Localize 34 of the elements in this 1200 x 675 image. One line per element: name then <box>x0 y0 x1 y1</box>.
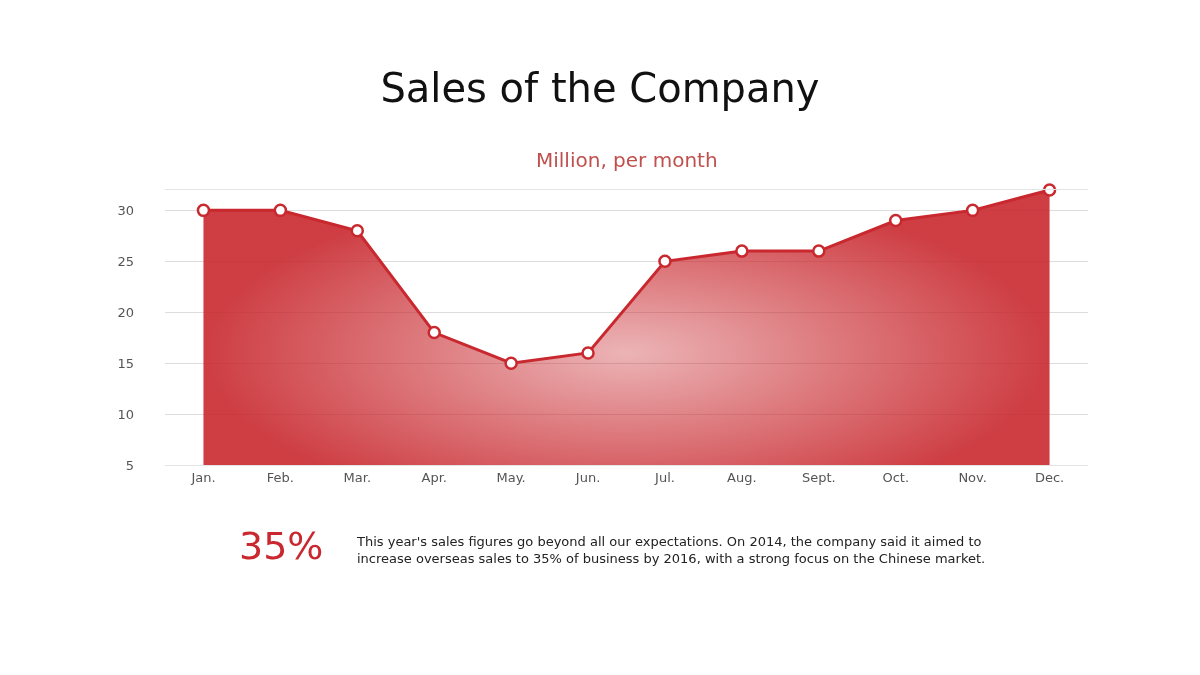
x-tick-label: Jun. <box>574 469 601 485</box>
y-tick-label: 15 <box>117 355 134 371</box>
x-tick-label: Nov. <box>958 469 987 485</box>
x-tick-label: Oct. <box>882 469 910 485</box>
point <box>196 203 211 218</box>
x-tick-label: Feb. <box>266 469 294 485</box>
x-tick-label: Apr. <box>421 469 447 485</box>
x-tick-label: Mar. <box>343 469 372 485</box>
chart-title: Sales of the Company <box>380 65 820 111</box>
point <box>504 356 518 370</box>
point <box>888 213 903 228</box>
x-tick-label: May. <box>496 469 526 485</box>
x-tick-label: Dec. <box>1034 469 1065 485</box>
y-tick-label: 10 <box>117 406 134 422</box>
text: 35% <box>239 524 324 568</box>
x-tick-label: Jul. <box>654 469 675 485</box>
y-tick-label: 30 <box>117 202 134 218</box>
point <box>350 223 365 238</box>
text: This year's sales figures go beyond all our expectations. On 2014, the company said it aimed to increase overseas sales to 35% of business by 2016, with a strong focus on the Chinese market. <box>356 534 986 566</box>
point <box>273 203 288 218</box>
point <box>965 203 980 218</box>
point <box>427 325 441 340</box>
x-tick-label: Jan. <box>190 469 216 485</box>
point <box>581 346 595 360</box>
point <box>812 244 826 258</box>
y-tick-label: 25 <box>117 253 134 269</box>
chart-subtitle: Million, per month <box>536 148 718 172</box>
y-tick-label: 20 <box>117 304 134 320</box>
y-tick-label: 5 <box>125 457 134 473</box>
point <box>735 244 749 258</box>
point <box>1042 183 1057 197</box>
point <box>658 254 672 269</box>
x-tick-label: Aug. <box>727 469 757 485</box>
x-tick-label: Sept. <box>801 469 836 485</box>
